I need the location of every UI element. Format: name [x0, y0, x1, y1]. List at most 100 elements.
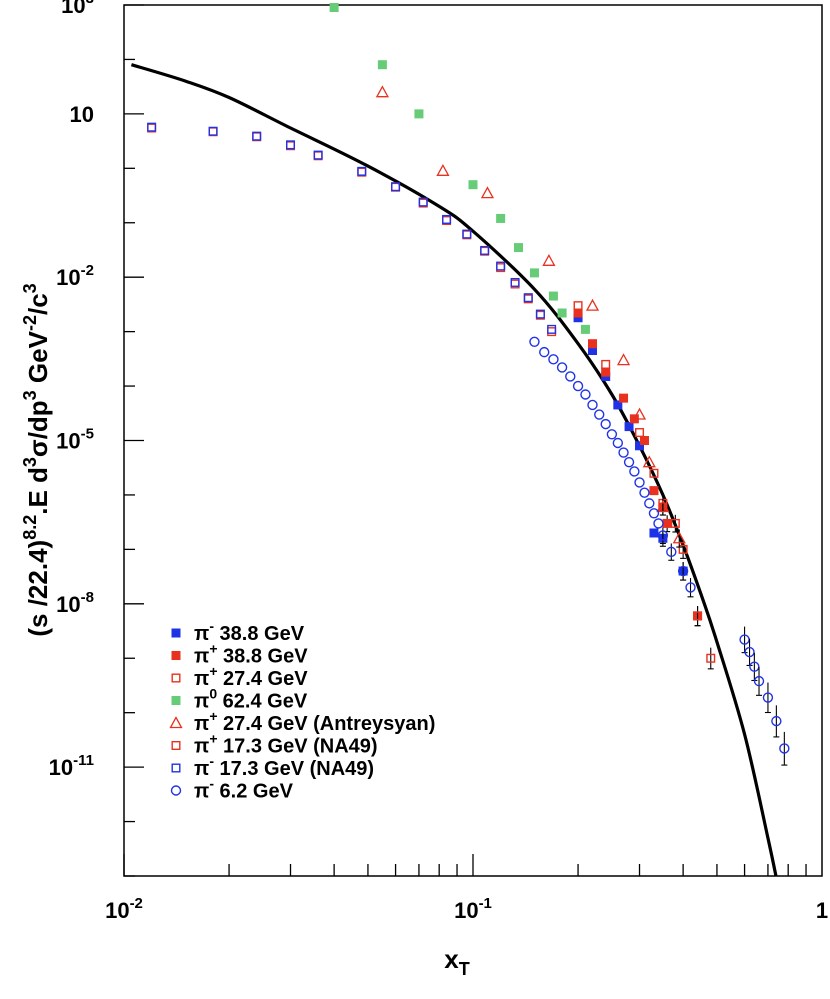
- data-point: [762, 692, 774, 703]
- legend-entry: π- 6.2 GeV: [170, 776, 294, 803]
- data-point: [496, 213, 506, 223]
- y-label-sqrt-2: 22.4: [23, 548, 53, 599]
- data-point: [414, 109, 424, 119]
- legend-entry: π- 38.8 GeV: [171, 618, 305, 645]
- data-point: [391, 182, 401, 192]
- data-point: [635, 441, 645, 451]
- y-tick-base: 10: [56, 265, 80, 290]
- data-point: [639, 487, 650, 498]
- legend-rest: 62.4 GeV: [217, 691, 308, 713]
- x-tick-exp: -1: [479, 895, 492, 912]
- series-6: [147, 122, 557, 334]
- x-tick-label: 10-2: [105, 895, 143, 923]
- data-point: [377, 60, 387, 70]
- y-label-sqrt-1: s: [23, 614, 53, 628]
- data-point: [542, 253, 556, 266]
- data-point: [672, 531, 686, 544]
- data-point: [580, 324, 590, 334]
- y-label-unit-exp-1: -2: [20, 315, 40, 331]
- legend-charge: 0: [209, 686, 217, 702]
- legend-label: π+ 38.8 GeV: [194, 641, 308, 668]
- data-point: [208, 126, 218, 136]
- legend-marker: [171, 673, 181, 683]
- data-point: [313, 150, 323, 160]
- data-point: [649, 468, 659, 478]
- data-point: [588, 339, 598, 349]
- x-tick-label: 1: [816, 898, 828, 923]
- x-tick-base: 10: [105, 898, 129, 923]
- y-tick-label: 103: [61, 0, 94, 18]
- data-point: [418, 197, 428, 207]
- y-tick-exp: -2: [81, 262, 94, 279]
- x-tick-label: 10-1: [454, 895, 492, 923]
- legend-label: π- 6.2 GeV: [194, 776, 294, 803]
- legend-charge: +: [209, 663, 217, 679]
- y-label-unit-1: GeV: [23, 330, 53, 390]
- legend-particle: π: [194, 713, 209, 735]
- data-point: [670, 518, 680, 528]
- data-point: [557, 308, 567, 318]
- legend-rest: 17.3 GeV (NA49): [214, 758, 374, 780]
- y-tick-exp: 3: [86, 0, 94, 7]
- legend-particle: π: [194, 691, 209, 713]
- x-tick-exp: -2: [130, 895, 143, 912]
- data-point: [666, 546, 677, 558]
- data-point: [644, 498, 655, 509]
- legend-marker: [171, 763, 181, 773]
- data-point: [657, 530, 669, 541]
- data-point: [677, 565, 689, 577]
- axes: [123, 4, 823, 877]
- data-point: [572, 380, 584, 392]
- data-point: [648, 508, 660, 519]
- legend-marker: [171, 628, 181, 638]
- data-point: [329, 2, 339, 12]
- data-point: [744, 646, 755, 658]
- data-point: [585, 298, 600, 311]
- data-point: [529, 336, 540, 348]
- y-tick-base: 10: [61, 0, 85, 18]
- legend-entry: π+ 38.8 GeV: [171, 641, 308, 668]
- y-label-power: 8.2: [20, 515, 40, 540]
- data-point: [612, 437, 624, 449]
- legend-rest: 38.8 GeV: [218, 646, 309, 668]
- data-point: [749, 661, 760, 672]
- legend-rest: 27.4 GeV (Antreysyan): [218, 713, 436, 735]
- legend-charge: -: [209, 618, 214, 634]
- data-point: [529, 268, 539, 278]
- legend-rest: 38.8 GeV: [214, 623, 305, 645]
- x-axis-label-sub: T: [459, 959, 470, 979]
- legend-entry: π0 62.4 GeV: [171, 686, 308, 713]
- legend-rest: 27.4 GeV: [218, 668, 309, 690]
- data-point: [779, 743, 790, 754]
- legend-charge: -: [209, 776, 214, 792]
- data-point: [496, 261, 506, 271]
- data-point: [656, 500, 670, 513]
- legend-entry: π+ 27.4 GeV: [171, 663, 309, 690]
- y-axis-label: (s /22.4)8.2.E d3σ/dp3 GeV-2/c3: [20, 283, 53, 636]
- data-point: [634, 477, 645, 488]
- svg-text:(s /22.4)8.2.E d3σ/dp3 GeV-2/c: (s /22.4)8.2.E d3σ/dp3 GeV-2/c3: [20, 283, 53, 636]
- data-point: [706, 653, 716, 663]
- legend-rest: 17.3 GeV (NA49): [218, 736, 378, 758]
- data-point: [462, 229, 472, 239]
- legend-marker: [169, 716, 183, 729]
- x-axis-label: xT: [444, 944, 469, 979]
- series-7: [529, 336, 790, 766]
- legend-marker: [171, 651, 181, 660]
- x-tick-base: 10: [454, 898, 478, 923]
- data-point: [548, 354, 559, 365]
- x-tick-base: 1: [816, 898, 828, 923]
- data-point: [632, 407, 647, 420]
- legend-particle: π: [194, 623, 209, 645]
- data-point: [556, 362, 568, 373]
- legend-entry: π- 17.3 GeV (NA49): [171, 753, 374, 780]
- fit-curve-layer: [130, 63, 778, 876]
- y-tick-exp: -11: [73, 752, 94, 769]
- data-point: [623, 456, 635, 468]
- data-point: [685, 582, 696, 593]
- legend-label: π+ 17.3 GeV (NA49): [194, 731, 378, 758]
- data-points-layer: [147, 2, 790, 766]
- data-point: [539, 346, 550, 358]
